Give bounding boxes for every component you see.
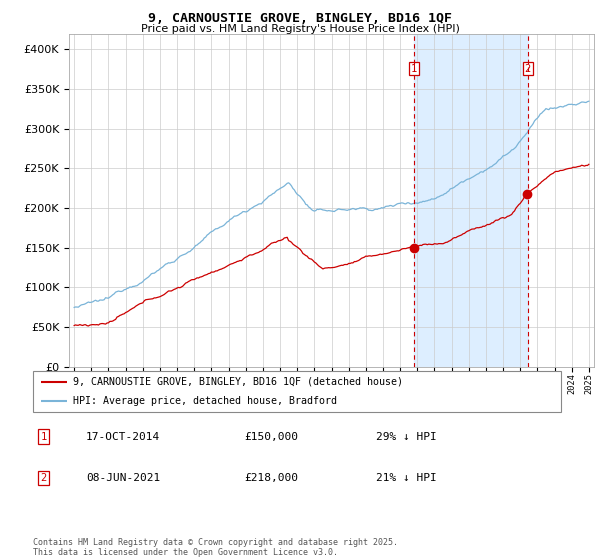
Text: Price paid vs. HM Land Registry's House Price Index (HPI): Price paid vs. HM Land Registry's House … xyxy=(140,24,460,34)
Text: 21% ↓ HPI: 21% ↓ HPI xyxy=(376,473,437,483)
Text: 08-JUN-2021: 08-JUN-2021 xyxy=(86,473,160,483)
Text: 1: 1 xyxy=(411,64,417,73)
Text: 2: 2 xyxy=(524,64,531,73)
Text: HPI: Average price, detached house, Bradford: HPI: Average price, detached house, Brad… xyxy=(73,396,337,406)
Text: 9, CARNOUSTIE GROVE, BINGLEY, BD16 1QF (detached house): 9, CARNOUSTIE GROVE, BINGLEY, BD16 1QF (… xyxy=(73,377,403,387)
Text: £150,000: £150,000 xyxy=(244,432,298,441)
Text: 2: 2 xyxy=(40,473,47,483)
Text: 1: 1 xyxy=(40,432,47,441)
FancyBboxPatch shape xyxy=(33,371,561,412)
Bar xyxy=(414,34,528,367)
Text: 29% ↓ HPI: 29% ↓ HPI xyxy=(376,432,437,441)
Text: 17-OCT-2014: 17-OCT-2014 xyxy=(86,432,160,441)
Text: 9, CARNOUSTIE GROVE, BINGLEY, BD16 1QF: 9, CARNOUSTIE GROVE, BINGLEY, BD16 1QF xyxy=(148,12,452,25)
Text: Contains HM Land Registry data © Crown copyright and database right 2025.
This d: Contains HM Land Registry data © Crown c… xyxy=(33,538,398,557)
Text: £218,000: £218,000 xyxy=(244,473,298,483)
